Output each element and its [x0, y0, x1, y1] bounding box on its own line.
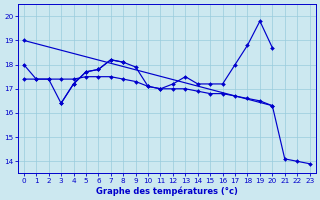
X-axis label: Graphe des températures (°c): Graphe des températures (°c): [96, 186, 238, 196]
